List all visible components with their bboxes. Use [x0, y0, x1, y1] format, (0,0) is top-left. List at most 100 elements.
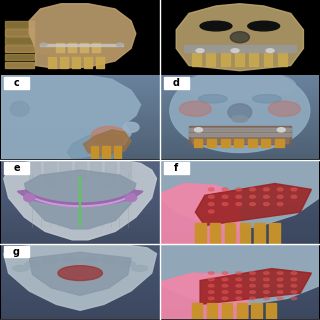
Circle shape [291, 297, 297, 300]
Circle shape [250, 297, 255, 300]
Bar [195, 223, 206, 244]
Bar [234, 139, 243, 148]
Bar [160, 241, 319, 245]
Bar [160, 96, 319, 98]
Bar [278, 49, 287, 66]
Ellipse shape [123, 122, 139, 132]
Bar [160, 268, 319, 272]
Bar [160, 209, 319, 213]
Bar [160, 107, 319, 110]
Circle shape [250, 188, 255, 191]
Circle shape [208, 297, 214, 300]
Bar [160, 169, 319, 173]
Bar [160, 84, 319, 87]
Bar [160, 148, 319, 150]
Bar [1, 265, 160, 268]
Circle shape [291, 291, 297, 293]
Ellipse shape [125, 194, 137, 202]
Text: e: e [13, 163, 20, 173]
Ellipse shape [132, 265, 148, 271]
Bar [160, 231, 319, 235]
Bar [240, 223, 250, 244]
Bar [1, 222, 160, 226]
Bar [184, 45, 295, 48]
Circle shape [250, 291, 255, 293]
Bar [160, 284, 319, 288]
Bar [160, 191, 319, 196]
Bar [1, 304, 160, 308]
Bar [160, 122, 319, 124]
Polygon shape [1, 75, 140, 159]
Circle shape [222, 272, 228, 275]
Bar [1, 116, 160, 119]
Polygon shape [29, 252, 131, 295]
Text: f: f [174, 163, 178, 173]
Bar [160, 253, 319, 257]
Bar [1, 253, 160, 257]
Polygon shape [160, 184, 240, 244]
Bar [56, 43, 64, 52]
Ellipse shape [25, 261, 41, 267]
Circle shape [263, 291, 269, 293]
Bar [210, 223, 220, 244]
Circle shape [277, 297, 283, 300]
Bar [160, 156, 319, 159]
Bar [5, 37, 34, 44]
Bar [248, 139, 257, 148]
Bar [160, 304, 319, 308]
Circle shape [263, 188, 269, 191]
Ellipse shape [83, 256, 99, 262]
Bar [1, 316, 160, 319]
Circle shape [222, 284, 228, 287]
Circle shape [236, 278, 242, 281]
Bar [1, 93, 160, 95]
Bar [1, 72, 160, 75]
Circle shape [277, 272, 283, 275]
Bar [1, 241, 160, 245]
Bar [1, 154, 160, 156]
Bar [90, 162, 101, 180]
Bar [1, 272, 160, 276]
Ellipse shape [268, 101, 300, 116]
Bar [160, 87, 319, 90]
Bar [1, 148, 160, 150]
Bar [160, 136, 319, 139]
Circle shape [291, 284, 297, 287]
Bar [1, 300, 160, 304]
Bar [275, 139, 284, 148]
Bar [160, 316, 319, 319]
Bar [72, 57, 80, 68]
Polygon shape [29, 4, 136, 68]
Bar [160, 119, 319, 122]
Bar [160, 93, 319, 95]
Bar [160, 200, 319, 204]
Bar [160, 75, 319, 78]
Bar [194, 139, 203, 148]
Circle shape [117, 43, 123, 46]
Bar [160, 292, 319, 296]
Circle shape [236, 284, 242, 287]
Bar [160, 240, 319, 244]
Bar [1, 81, 160, 84]
Bar [1, 200, 160, 204]
Bar [5, 53, 34, 60]
Circle shape [291, 195, 297, 198]
Bar [120, 162, 131, 194]
Bar [60, 57, 68, 68]
Bar [1, 191, 160, 196]
Circle shape [277, 203, 283, 206]
Text: d: d [173, 78, 180, 88]
FancyBboxPatch shape [164, 77, 189, 90]
Bar [184, 49, 295, 52]
Bar [1, 96, 160, 98]
Bar [251, 303, 262, 319]
Bar [1, 107, 160, 110]
Bar [160, 187, 319, 191]
Bar [60, 162, 71, 180]
Polygon shape [176, 4, 303, 71]
Bar [1, 110, 160, 113]
Bar [225, 223, 235, 244]
FancyBboxPatch shape [4, 246, 29, 258]
Ellipse shape [58, 266, 102, 281]
Bar [96, 57, 104, 68]
